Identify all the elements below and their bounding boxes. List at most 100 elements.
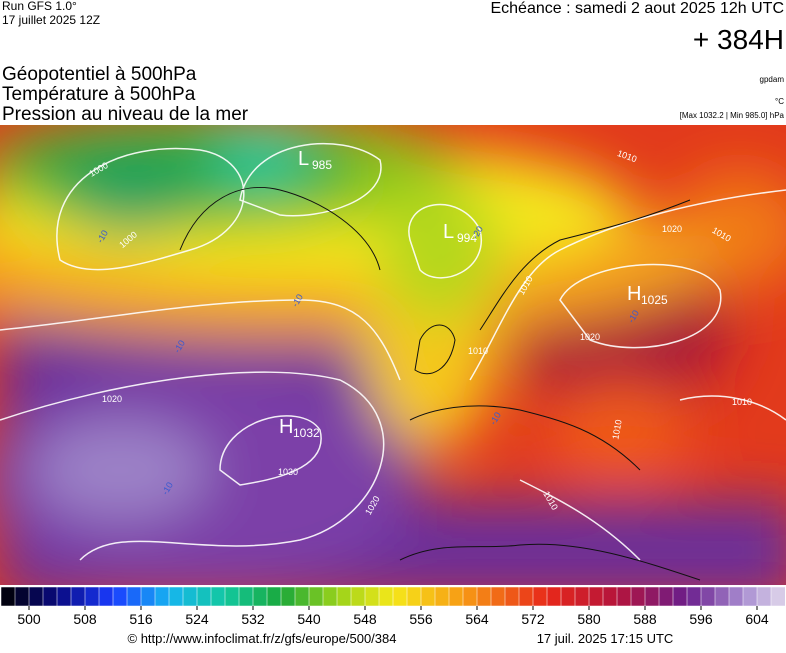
colorbar-swatch [28, 586, 44, 607]
forecast-valid: Echéance : samedi 2 aout 2025 12h UTC [490, 0, 784, 17]
colorbar-tick-label: 580 [577, 611, 601, 627]
colorbar-swatch [476, 586, 492, 607]
colorbar-swatch [574, 586, 590, 607]
colorbar-swatch [602, 586, 618, 607]
center-letter: H [627, 283, 641, 305]
colorbar-swatch [546, 586, 562, 607]
colorbar-swatch [630, 586, 646, 607]
colorbar-tick-label: 548 [353, 611, 377, 627]
colorbar-tick-label: 524 [185, 611, 209, 627]
colorbar-swatch [714, 586, 730, 607]
colorbar-swatch [658, 586, 674, 607]
colorbar-swatch [532, 586, 548, 607]
pressure-center: L 985 [298, 148, 332, 172]
colorbar-swatch [126, 586, 142, 607]
isobar-label: 1020 [102, 394, 122, 404]
colorbar-tick-label: 540 [297, 611, 321, 627]
isobar-label: 1010 [468, 346, 488, 356]
colorbar-swatch [280, 586, 296, 607]
colorbar-swatch [252, 586, 268, 607]
colorbar-swatch [462, 586, 478, 607]
map [0, 125, 786, 585]
source-url: © http://www.infoclimat.fr/z/gfs/europe/… [128, 631, 397, 646]
colorbar-swatch [308, 586, 324, 607]
colorbar-swatch [686, 586, 702, 607]
center-value: 1032 [293, 426, 320, 440]
colorbar-swatch [112, 586, 128, 607]
colorbar-swatch [322, 586, 338, 607]
colorbar-tick-label: 508 [73, 611, 97, 627]
colorbar-swatch [378, 586, 394, 607]
colorbar-tick-label: 572 [521, 611, 545, 627]
colorbar-swatch [588, 586, 604, 607]
colorbar-swatch [742, 586, 758, 607]
timestamp: 17 juil. 2025 17:15 UTC [537, 631, 674, 646]
run-label: Run GFS 1.0° [2, 0, 77, 13]
colorbar-tick-label: 564 [465, 611, 489, 627]
colorbar-swatch [616, 586, 632, 607]
isobar-label: 1010 [610, 419, 623, 440]
colorbar-swatch [364, 586, 380, 607]
unit-gpdam: gpdam [760, 75, 785, 84]
colorbar-swatch [196, 586, 212, 607]
colorbar-swatch [392, 586, 408, 607]
colorbar-swatch [70, 586, 86, 607]
colorbar-swatch [406, 586, 422, 607]
colorbar-tick-label: 500 [17, 611, 41, 627]
isobar-label: 1020 [662, 224, 682, 234]
colorbar-swatch [518, 586, 534, 607]
colorbar-swatch [224, 586, 240, 607]
pressure-center: L 994 [443, 221, 477, 245]
center-letter: L [443, 221, 454, 243]
colorbar-swatch [336, 586, 352, 607]
center-letter: L [298, 148, 309, 170]
run-date: 17 juillet 2025 12Z [2, 13, 100, 27]
colorbar-swatch [420, 586, 436, 607]
colorbar-swatch [140, 586, 156, 607]
colorbar-swatch [56, 586, 72, 607]
colorbar-swatch [434, 586, 450, 607]
colorbar-swatch [42, 586, 58, 607]
colorbar-swatch [700, 586, 716, 607]
colorbar-swatch [728, 586, 744, 607]
colorbar-tick-label: 516 [129, 611, 153, 627]
colorbar-swatch [294, 586, 310, 607]
center-value: 1025 [641, 293, 668, 307]
isobar-label: 1030 [278, 467, 298, 477]
isobar-label: 1020 [580, 332, 600, 342]
colorbar-swatch [266, 586, 282, 607]
colorbar-swatch [238, 586, 254, 607]
colorbar-tick-label: 556 [409, 611, 433, 627]
colorbar-swatch [504, 586, 520, 607]
center-value: 994 [457, 231, 477, 245]
lead-time: + 384H [693, 24, 784, 55]
colorbar-swatch [182, 586, 198, 607]
colorbar-swatch [644, 586, 660, 607]
pressure-center: H 1025 [627, 283, 668, 307]
colorbar-swatch [560, 586, 576, 607]
unit-celsius: °C [775, 97, 784, 106]
colorbar-swatch [350, 586, 366, 607]
title-temperature: Température à 500hPa [2, 84, 196, 105]
colorbar-tick-label: 588 [633, 611, 657, 627]
title-geopotential: Géopotentiel à 500hPa [2, 64, 197, 85]
colorbar-tick-label: 604 [745, 611, 769, 627]
colorbar: 500 508 516 524 532 540 548 556 564 572 580 588 596 6… [0, 586, 786, 627]
colorbar-swatch [154, 586, 170, 607]
colorbar-swatch [672, 586, 688, 607]
colorbar-swatch [0, 586, 16, 607]
colorbar-swatch [168, 586, 184, 607]
colorbar-swatch [770, 586, 786, 607]
center-letter: H [279, 416, 293, 438]
colorbar-swatch [98, 586, 114, 607]
colorbar-swatch [14, 586, 30, 607]
colorbar-swatch [756, 586, 772, 607]
unit-pressure: [Max 1032.2 | Min 985.0] hPa [680, 111, 785, 120]
colorbar-swatch [210, 586, 226, 607]
pressure-center: H 1032 [279, 416, 320, 440]
title-pressure: Pression au niveau de la mer [2, 104, 249, 125]
isobar-label: 1010 [732, 397, 752, 407]
center-value: 985 [312, 158, 332, 172]
colorbar-swatch [84, 586, 100, 607]
